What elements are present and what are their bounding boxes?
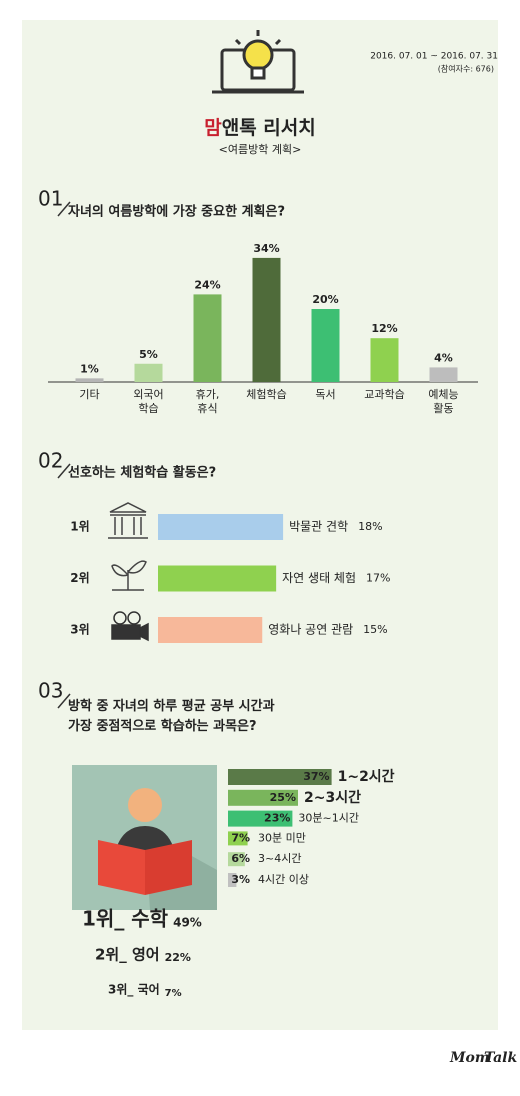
bar	[134, 363, 163, 382]
category-label: 2~3시간	[304, 789, 361, 806]
section-slash	[57, 693, 71, 709]
logo: Mom Talk	[449, 1050, 517, 1066]
subject-share: 7%	[165, 988, 182, 999]
subject-share: 49%	[173, 916, 202, 930]
bar	[228, 810, 293, 827]
bar	[252, 257, 281, 382]
sprout-icon	[111, 560, 147, 591]
subject-rank: 3위_ 국어	[108, 982, 160, 998]
museum-icon	[108, 502, 148, 539]
section-number: 01	[38, 187, 63, 211]
text-line: 휴가,	[196, 388, 220, 401]
value-label: 25%	[270, 791, 296, 804]
bar	[228, 831, 248, 846]
category-label: 30분 미만	[258, 831, 306, 844]
bar	[370, 338, 399, 382]
value-label: 18%	[358, 520, 382, 533]
camera-icon	[111, 611, 149, 642]
participants: (참여자수: 676)	[438, 64, 494, 74]
bulb-icon	[212, 30, 304, 94]
category-label: 30분~1시간	[298, 812, 359, 825]
section-number: 03	[38, 679, 63, 703]
subject-rank: 1위_ 수학	[82, 907, 169, 931]
category-label: 박물관 견학	[289, 520, 348, 534]
text-line: 가장 중점적으로 학습하는 과목은?	[68, 718, 257, 734]
rank-label: 2위	[70, 571, 89, 585]
value-label: 1%	[80, 362, 99, 375]
category-label: 4시간 이상	[258, 873, 309, 886]
category-label: 자연 생태 체험	[282, 571, 356, 585]
value-label: 37%	[303, 770, 329, 783]
category-label: 외국어 학습	[133, 388, 163, 415]
value-label: 4%	[434, 351, 453, 364]
category-label: 예체능 활동	[428, 388, 458, 415]
value-label: 12%	[371, 322, 397, 335]
bar	[311, 309, 340, 382]
value-label: 6%	[231, 852, 250, 865]
bar	[158, 565, 277, 592]
category-label: 영화나 공연 관람	[268, 623, 353, 637]
value-label: 20%	[312, 293, 338, 306]
value-label: 15%	[363, 623, 387, 636]
text-line: 학습	[138, 402, 158, 415]
section-slash	[57, 201, 71, 217]
value-label: 17%	[366, 572, 390, 585]
logo-talk: Talk	[484, 1050, 517, 1066]
bar	[228, 789, 298, 806]
section-question: 자녀의 여름방학에 가장 중요한 계획은?	[68, 204, 285, 220]
text-line: 방학 중 자녀의 하루 평균 공부 시간과	[68, 698, 275, 714]
subtitle: <여름방학 계획>	[219, 143, 302, 156]
bar	[158, 617, 263, 643]
category-label: 1~2시간	[338, 768, 395, 785]
rank-label: 3위	[70, 623, 89, 637]
category-label: 교과학습	[364, 388, 404, 401]
title: 맘앤톡 리서치	[204, 117, 316, 139]
value-label: 3%	[231, 873, 250, 886]
category-label: 3~4시간	[258, 852, 301, 865]
text-line: 휴식	[197, 402, 217, 415]
subject-rank: 2위_ 영어	[95, 946, 160, 964]
value-label: 7%	[231, 831, 250, 844]
section-number: 02	[38, 449, 63, 473]
text-line: 활동	[433, 401, 453, 415]
text-line: 예체능	[428, 388, 458, 401]
subject-share: 22%	[165, 951, 191, 964]
text-line: 외국어	[133, 388, 163, 401]
category-label: 기타	[79, 388, 99, 401]
value-label: 5%	[139, 348, 158, 361]
category-label: 휴가, 휴식	[196, 388, 220, 415]
period: 2016. 07. 01 ~ 2016. 07. 31	[370, 52, 498, 62]
category-label: 독서	[315, 388, 335, 401]
bar	[228, 873, 237, 887]
title-highlight: 맘	[204, 117, 222, 139]
bar	[158, 514, 284, 540]
value-label: 24%	[194, 278, 220, 291]
bar	[228, 852, 245, 867]
title-rest: 앤톡 리서치	[222, 117, 316, 139]
bar	[228, 769, 332, 785]
category-label: 체험학습	[246, 388, 286, 401]
reading-illustration	[72, 765, 217, 910]
value-label: 34%	[253, 242, 279, 255]
rank-label: 1위	[70, 520, 89, 534]
bar	[429, 367, 458, 382]
logo-mom: Mom	[449, 1050, 490, 1066]
section-question: 선호하는 체험학습 활동은?	[68, 465, 216, 481]
section-slash	[57, 463, 71, 479]
bar	[193, 294, 222, 382]
bar	[75, 378, 104, 382]
value-label: 23%	[264, 812, 290, 825]
